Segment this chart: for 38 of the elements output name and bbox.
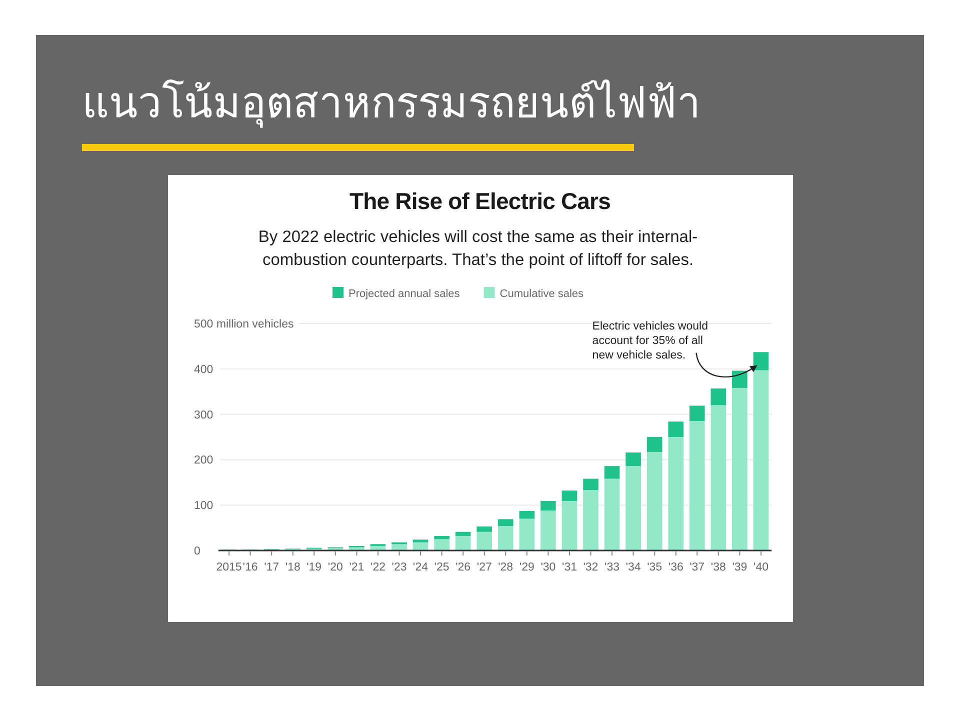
x-tick-label: '32 <box>583 562 598 574</box>
x-tick-label: '18 <box>285 562 300 574</box>
x-tick-label: '23 <box>392 562 407 574</box>
x-tick-label: '36 <box>668 562 684 574</box>
x-tick-label: '20 <box>328 562 343 574</box>
legend-label: Projected annual sales <box>348 288 460 300</box>
x-tick-label: '25 <box>434 562 450 574</box>
chart-subtitle: By 2022 electric vehicles will cost the same as their internal-combustion counterparts. That’s the point of liftoff for sales. <box>258 228 698 269</box>
x-tick-label: '34 <box>626 562 642 574</box>
x-tick-label: '21 <box>349 562 364 574</box>
x-tick-label: '38 <box>710 562 726 574</box>
x-tick-label: '40 <box>754 562 768 574</box>
x-tick-label: '39 <box>732 562 748 574</box>
y-tick-label: 200 <box>194 454 214 467</box>
x-tick-label: '35 <box>647 562 662 574</box>
x-tick-label: '24 <box>413 562 429 574</box>
x-tick-label: '30 <box>540 562 556 574</box>
legend-label: Cumulative sales <box>500 288 584 300</box>
x-tick-label: '22 <box>370 562 386 574</box>
y-tick-label: 500 million vehicles <box>194 318 294 330</box>
y-tick-label: 300 <box>194 409 214 422</box>
y-tick-label: 100 <box>194 500 214 512</box>
x-tick-label: '33 <box>604 562 620 574</box>
x-tick-label: '28 <box>498 562 514 574</box>
chart-title: The Rise of Electric Cars <box>350 188 610 214</box>
y-tick-label: 400 <box>194 364 214 376</box>
x-tick-label: '31 <box>562 562 577 574</box>
x-tick-label: '29 <box>519 562 534 574</box>
x-tick-label: 2015 <box>216 562 242 574</box>
y-tick-label: 0 <box>194 546 200 558</box>
x-tick-label: '27 <box>476 562 492 574</box>
x-tick-label: '19 <box>306 562 322 574</box>
x-tick-label: '17 <box>264 562 280 574</box>
x-tick-label: '37 <box>690 562 705 574</box>
x-tick-label: '16 <box>242 562 258 574</box>
text: แนวโน้มอุตสาหกรรมรถยนต์ไฟฟ้า <box>82 78 701 128</box>
annotation: Electric vehicles would account for 35% of all new vehicle sales. <box>592 320 708 362</box>
x-tick-label: '26 <box>456 562 471 574</box>
